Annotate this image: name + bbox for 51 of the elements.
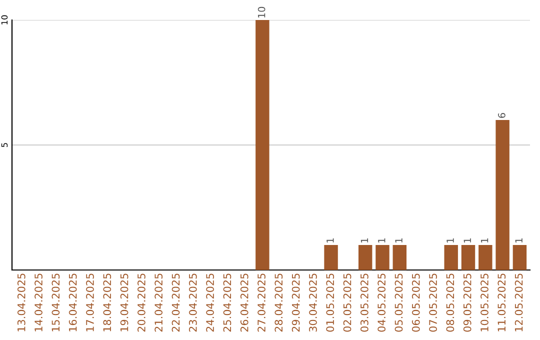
x-tick-label: 05.05.2025 bbox=[394, 274, 403, 332]
bar bbox=[461, 245, 476, 270]
data-label: 1 bbox=[360, 238, 368, 243]
x-tick-label: 26.04.2025 bbox=[240, 274, 248, 332]
bar bbox=[376, 245, 390, 270]
x-tick-label: 21.04.2025 bbox=[154, 274, 163, 332]
y-tick-label: 5 bbox=[1, 143, 8, 148]
x-tick-label: 10.05.2025 bbox=[480, 274, 488, 332]
bar bbox=[496, 120, 510, 270]
bar bbox=[444, 245, 458, 270]
x-tick-label: 03.05.2025 bbox=[360, 274, 368, 332]
x-tick-label: 19.04.2025 bbox=[120, 274, 128, 332]
x-tick-label: 27.04.2025 bbox=[258, 274, 266, 332]
data-label: 1 bbox=[446, 238, 454, 243]
bar bbox=[358, 245, 372, 270]
x-tick-label: 13.04.2025 bbox=[17, 274, 26, 332]
bar bbox=[392, 245, 407, 270]
data-label: 10 bbox=[258, 6, 266, 18]
x-tick-label: 25.04.2025 bbox=[223, 274, 232, 332]
x-tick-label: 17.04.2025 bbox=[86, 274, 94, 332]
x-tick-label: 18.04.2025 bbox=[103, 274, 112, 332]
x-tick-label: 15.04.2025 bbox=[52, 274, 60, 332]
x-tick-label: 09.05.2025 bbox=[463, 274, 472, 332]
data-label: 1 bbox=[515, 238, 522, 243]
data-label: 1 bbox=[378, 238, 386, 243]
x-tick-label: 04.05.2025 bbox=[378, 274, 386, 332]
x-tick-label: 11.05.2025 bbox=[498, 274, 506, 332]
x-tick-label: 30.04.2025 bbox=[309, 274, 317, 332]
data-label: 1 bbox=[326, 238, 334, 243]
x-tick-label: 06.05.2025 bbox=[412, 274, 420, 332]
data-label: 6 bbox=[498, 113, 506, 118]
bar bbox=[512, 245, 527, 270]
x-tick-label: 08.05.2025 bbox=[446, 274, 454, 332]
x-tick-label: 24.04.2025 bbox=[206, 274, 214, 332]
x-tick-label: 23.04.2025 bbox=[188, 274, 197, 332]
x-tick-label: 02.05.2025 bbox=[343, 274, 352, 332]
x-tick-label: 12.05.2025 bbox=[514, 274, 523, 332]
x-tick-label: 16.04.2025 bbox=[68, 274, 77, 332]
data-label: 1 bbox=[481, 238, 488, 243]
data-label: 1 bbox=[464, 238, 471, 243]
x-tick-label: 14.04.2025 bbox=[34, 274, 42, 332]
x-tick-label: 22.04.2025 bbox=[172, 274, 180, 332]
x-tick-label: 01.05.2025 bbox=[326, 274, 334, 332]
bar bbox=[256, 20, 270, 270]
data-label: 1 bbox=[395, 238, 402, 243]
x-tick-label: 29.04.2025 bbox=[292, 274, 300, 332]
x-tick-label: 20.04.2025 bbox=[138, 274, 146, 332]
x-tick-label: 28.04.2025 bbox=[274, 274, 283, 332]
bar bbox=[324, 245, 338, 270]
x-tick-label: 07.05.2025 bbox=[429, 274, 437, 332]
bar bbox=[478, 245, 492, 270]
